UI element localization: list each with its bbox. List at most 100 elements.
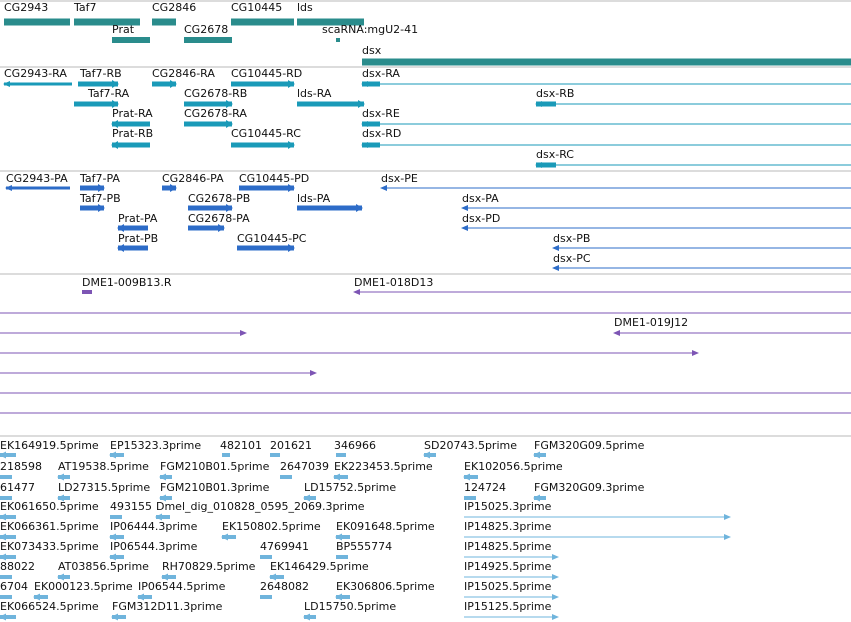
strand-arrow <box>111 141 118 149</box>
feature[interactable]: Dmel_dig_010828_0595_2069.3prime <box>155 500 365 521</box>
feature[interactable] <box>0 370 317 376</box>
feature[interactable]: lds <box>297 1 364 26</box>
feature-bar <box>162 575 176 579</box>
feature[interactable]: 482101 <box>220 439 262 457</box>
strand-arrow <box>57 494 64 502</box>
feature[interactable]: RH70829.5prime <box>161 560 256 581</box>
feature[interactable]: CG10445-RC <box>231 127 301 149</box>
feature[interactable]: dsx <box>362 44 851 66</box>
feature[interactable]: IP15025.5prime <box>464 580 559 600</box>
feature[interactable]: IP14925.5prime <box>464 560 559 580</box>
feature[interactable]: CG2943 <box>4 1 70 26</box>
feature[interactable]: Prat-RA <box>111 107 153 128</box>
feature[interactable]: Prat-PB <box>117 232 158 252</box>
feature[interactable]: dsx-RB <box>535 87 851 107</box>
feature[interactable]: dsx-RE <box>361 107 851 127</box>
feature[interactable]: 2648082 <box>260 580 309 599</box>
feature[interactable]: IP15125.5prime <box>464 600 559 620</box>
feature[interactable]: AT19538.5prime <box>57 460 149 481</box>
feature[interactable]: CG10445 <box>231 1 294 26</box>
feature[interactable] <box>0 350 699 356</box>
feature[interactable]: 4769941 <box>260 540 309 559</box>
feature[interactable]: EK102056.5prime <box>463 460 563 481</box>
feature[interactable]: Taf7-RB <box>78 67 122 88</box>
feature[interactable]: CG10445-RD <box>231 67 302 88</box>
feature[interactable]: lds-RA <box>297 87 365 108</box>
feature[interactable]: CG2678-PB <box>188 192 250 212</box>
feature[interactable]: LD15750.5prime <box>303 600 396 621</box>
feature[interactable]: CG2846-RA <box>152 67 215 88</box>
feature[interactable]: FGM210B01.3prime <box>159 481 270 502</box>
feature[interactable]: IP06444.3prime <box>109 520 198 541</box>
feature[interactable]: dsx-PA <box>461 192 851 211</box>
feature[interactable]: DME1-018D13 <box>353 276 851 295</box>
feature[interactable]: CG2846 <box>152 1 196 26</box>
feature[interactable]: CG2943-PA <box>5 172 70 191</box>
feature[interactable]: 346966 <box>334 439 376 457</box>
feature[interactable]: EP15323.3prime <box>109 439 201 459</box>
feature[interactable]: IP15025.3prime <box>464 500 731 520</box>
feature[interactable]: Prat <box>112 23 150 43</box>
feature[interactable]: CG2678-RB <box>184 87 247 108</box>
feature[interactable]: dsx-RC <box>535 148 851 168</box>
feature[interactable]: dsx-RA <box>361 67 851 87</box>
feature[interactable]: 124724 <box>464 481 506 500</box>
feature[interactable]: EK306806.5prime <box>335 580 435 601</box>
track-genes: CG2943 Taf7 CG2846 CG10445 lds Prat CG2678 scaR… <box>4 1 851 66</box>
feature[interactable]: dsx-RD <box>361 127 851 148</box>
feature[interactable]: EK091648.5prime <box>335 520 435 541</box>
feature[interactable]: CG2943-RA <box>3 67 72 87</box>
feature[interactable]: CG2678 <box>184 23 232 43</box>
feature[interactable]: FGM320G09.3prime <box>533 481 645 502</box>
feature[interactable]: EK066361.5prime <box>0 520 99 541</box>
feature[interactable]: EK073433.5prime <box>0 540 99 561</box>
feature[interactable]: CG10445-PC <box>237 232 307 252</box>
feature[interactable]: lds-PA <box>297 192 363 212</box>
feature[interactable]: EK150802.5prime <box>221 520 321 541</box>
feature[interactable]: 201621 <box>270 439 312 457</box>
feature[interactable]: IP14825.3prime <box>464 520 731 540</box>
feature[interactable]: FGM210B01.5prime <box>159 460 270 481</box>
feature[interactable]: Prat-RB <box>111 127 153 149</box>
feature[interactable]: scaRNA:mgU2-41 <box>322 23 418 42</box>
feature[interactable]: BP555774 <box>336 540 392 559</box>
feature[interactable]: AT03856.5prime <box>57 560 149 581</box>
feature[interactable]: EK146429.5prime <box>269 560 369 581</box>
feature[interactable]: 493155 <box>110 500 152 519</box>
feature[interactable]: Taf7-PA <box>79 172 120 192</box>
feature[interactable]: CG2846-PA <box>162 172 224 192</box>
feature[interactable]: DME1-019J12 <box>613 316 851 336</box>
feature[interactable]: EK223453.5prime <box>333 460 433 481</box>
feature[interactable]: dsx-PC <box>552 252 851 271</box>
feature[interactable]: Prat-PA <box>117 212 158 232</box>
feature[interactable]: 2647039 <box>280 460 329 479</box>
feature[interactable]: LD15752.5prime <box>303 481 396 502</box>
feature[interactable]: LD27315.5prime <box>57 481 150 502</box>
feature[interactable]: EK000123.5prime <box>33 580 133 601</box>
feature[interactable]: CG10445-PD <box>239 172 309 192</box>
feature[interactable]: EK061650.5prime <box>0 500 99 521</box>
feature[interactable]: FGM320G09.5prime <box>533 439 645 459</box>
feature[interactable]: dsx-PD <box>461 212 851 231</box>
feature[interactable]: IP06544.3prime <box>109 540 198 561</box>
feature[interactable]: DME1-009B13.R <box>82 276 172 294</box>
feature[interactable]: Taf7 <box>73 1 140 26</box>
feature[interactable]: SD20743.5prime <box>423 439 517 459</box>
feature[interactable]: EK066524.5prime <box>0 600 99 621</box>
feature[interactable]: 218598 <box>0 460 42 479</box>
feature[interactable]: FGM312D11.3prime <box>111 600 223 621</box>
feature[interactable]: CG2678-RA <box>184 107 247 128</box>
feature[interactable]: Taf7-RA <box>74 87 130 108</box>
feature-label: EK223453.5prime <box>334 460 433 473</box>
feature[interactable] <box>0 330 247 336</box>
feature[interactable]: CG2678-PA <box>188 212 250 232</box>
feature[interactable]: EK164919.5prime <box>0 439 99 459</box>
feature[interactable]: IP06544.5prime <box>137 580 226 601</box>
feature[interactable]: 88022 <box>0 560 35 579</box>
feature[interactable]: dsx-PB <box>552 232 851 251</box>
feature[interactable]: IP14825.5prime <box>464 540 559 560</box>
feature[interactable]: dsx-PE <box>380 172 851 191</box>
feature[interactable]: 6704 <box>0 580 28 599</box>
feature[interactable]: Taf7-PB <box>79 192 121 212</box>
feature[interactable]: 61477 <box>0 481 35 500</box>
